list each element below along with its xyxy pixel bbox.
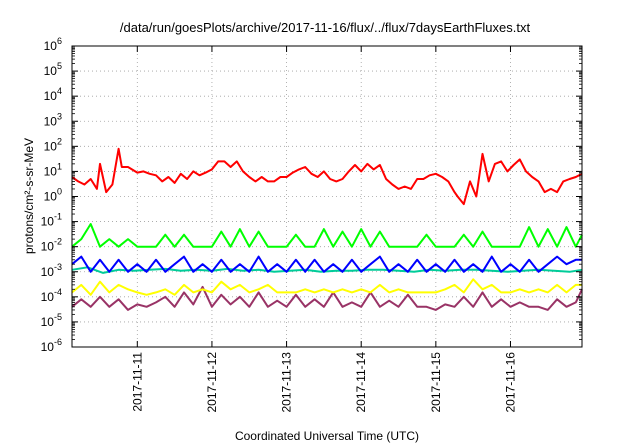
y-tick-label: 106 bbox=[44, 36, 62, 53]
y-tick-label: 102 bbox=[44, 136, 62, 153]
y-tick-label: 103 bbox=[44, 111, 62, 128]
series-line-2 bbox=[71, 255, 582, 273]
x-tick-label: 2017-11-13 bbox=[280, 352, 294, 413]
series-line-5 bbox=[71, 285, 583, 311]
x-tick-label: 2017-11-16 bbox=[503, 352, 517, 413]
y-tick-label: 10-2 bbox=[41, 237, 62, 254]
y-tick-label: 10-1 bbox=[41, 212, 62, 229]
y-axis-label: protons/cm²-s-sr-MeV bbox=[22, 138, 36, 254]
y-tick-label: 10-6 bbox=[41, 337, 62, 354]
y-tick-label: 10-4 bbox=[41, 287, 62, 304]
series-layer bbox=[71, 147, 583, 311]
x-axis-label: Coordinated Universal Time (UTC) bbox=[235, 429, 419, 443]
x-tick-label: 2017-11-11 bbox=[130, 352, 144, 412]
x-tick-label: 2017-11-12 bbox=[205, 352, 219, 413]
y-tick-label: 100 bbox=[44, 187, 62, 204]
series-line-4 bbox=[71, 278, 582, 296]
series-line-1 bbox=[71, 223, 583, 248]
y-axis: 10-6 10-5 10-4 10-3 10-2 10-1 100 101 102 103 104 1… bbox=[41, 36, 582, 354]
series-line-0 bbox=[71, 147, 583, 206]
y-tick-label: 104 bbox=[44, 86, 62, 103]
chart-title: /data/run/goesPlots/archive/2017-11-16/f… bbox=[120, 20, 531, 35]
x-tick-label: 2017-11-15 bbox=[429, 352, 443, 413]
y-tick-label: 105 bbox=[44, 61, 62, 78]
x-tick-label: 2017-11-14 bbox=[354, 352, 368, 413]
y-tick-label: 101 bbox=[44, 161, 62, 178]
x-axis: 2017-11-11 2017-11-12 2017-11-13 2017-11-14… bbox=[130, 46, 517, 413]
y-tick-label: 10-5 bbox=[41, 312, 62, 329]
y-tick-label: 10-3 bbox=[41, 262, 62, 279]
